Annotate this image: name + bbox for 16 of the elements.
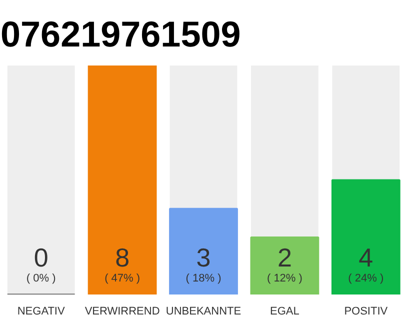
chart-title: 076219761509 xyxy=(0,14,241,54)
x-tick-label: UNBEKANNTE xyxy=(166,306,242,318)
data-label: 0 xyxy=(34,242,48,272)
data-label: 8 xyxy=(115,242,130,272)
annotation: ( 0% ) xyxy=(26,272,56,284)
x-tick-label: VERWIRREND xyxy=(84,306,160,318)
data-label: 4 xyxy=(358,242,374,272)
x-tick-label: POSITIV xyxy=(344,306,388,318)
annotation: ( 12% ) xyxy=(266,272,302,284)
x-tick-label: EGAL xyxy=(270,306,300,318)
annotation: ( 24% ) xyxy=(348,272,384,284)
annotation: ( 47% ) xyxy=(104,272,140,284)
data-label: 3 xyxy=(196,242,211,272)
x-tick-label: NEGATIV xyxy=(17,306,66,318)
annotation: ( 18% ) xyxy=(186,272,222,284)
data-label: 2 xyxy=(277,242,292,272)
